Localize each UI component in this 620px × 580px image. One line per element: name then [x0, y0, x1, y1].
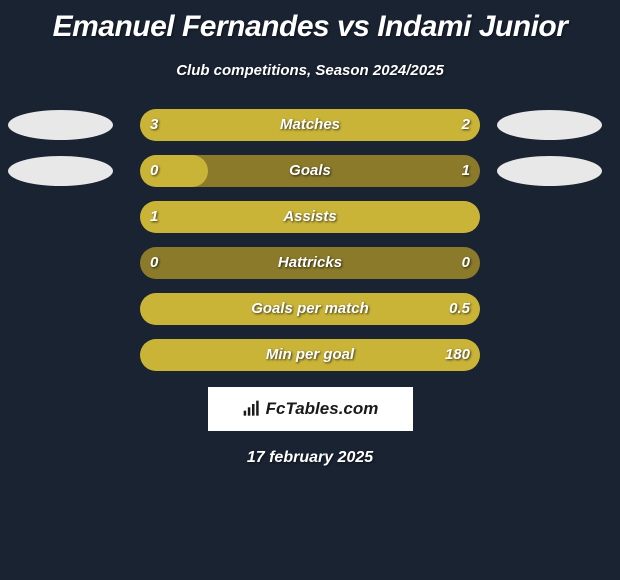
- stat-row: Min per goal180: [0, 339, 620, 371]
- stat-value-right: 1: [462, 155, 470, 187]
- stat-row: Assists1: [0, 201, 620, 233]
- stat-value-right: 0.5: [449, 293, 470, 325]
- stat-label: Matches: [0, 109, 620, 141]
- stat-value-left: 3: [150, 109, 158, 141]
- logo-box: FcTables.com: [208, 387, 413, 431]
- stat-row: Hattricks0 0: [0, 247, 620, 279]
- logo-text: FcTables.com: [266, 399, 379, 419]
- stat-value-left: 0: [150, 155, 158, 187]
- subtitle: Club competitions, Season 2024/2025: [0, 62, 620, 79]
- stat-row: Matches3 2: [0, 109, 620, 141]
- stat-value-right: 2: [462, 109, 470, 141]
- page-title: Emanuel Fernandes vs Indami Junior: [0, 0, 620, 44]
- comparison-chart: Matches32Goals01Assists1Hattricks00Goals…: [0, 109, 620, 371]
- stat-value-left: 1: [150, 201, 158, 233]
- stat-row: Goals0 1: [0, 155, 620, 187]
- bars-icon: [242, 399, 262, 419]
- stat-label: Goals per match: [0, 293, 620, 325]
- stat-row: Goals per match0.5: [0, 293, 620, 325]
- stat-value-right: 0: [462, 247, 470, 279]
- stat-label: Min per goal: [0, 339, 620, 371]
- stat-value-left: 0: [150, 247, 158, 279]
- stat-value-right: 180: [445, 339, 470, 371]
- date-text: 17 february 2025: [0, 449, 620, 467]
- stat-label: Hattricks: [0, 247, 620, 279]
- stat-label: Assists: [0, 201, 620, 233]
- logo: FcTables.com: [242, 399, 379, 419]
- stat-label: Goals: [0, 155, 620, 187]
